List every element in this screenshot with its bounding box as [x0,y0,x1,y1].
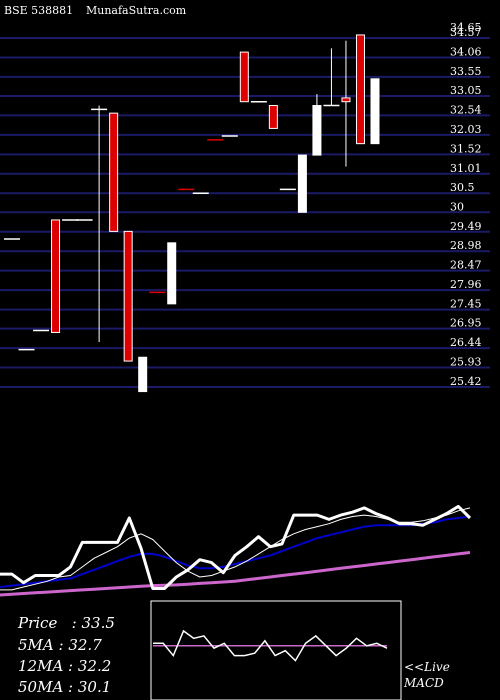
ma12-info: 12MA : 32.2 [18,657,112,675]
moving-average-panel [0,504,472,597]
candle [370,78,380,145]
candle [323,48,340,107]
price-info: Price : 33.5 [18,614,115,632]
candle [167,242,177,305]
candle [51,219,61,333]
y-tick-label: 27.45 [450,298,482,311]
grid-lines [0,37,490,388]
live-label[interactable]: <<Live [404,660,450,674]
ma50-line [0,551,471,597]
y-tick-label: 31.01 [450,162,482,175]
y-tick-label: 28.47 [450,259,482,272]
candle [355,34,365,145]
candle-body [51,219,61,333]
ma50-value: 30.1 [77,678,112,696]
ma5-value: 32.7 [68,636,102,654]
candles [4,34,380,393]
macd-panel [150,600,402,700]
candle [138,356,148,393]
candle-body [312,105,322,156]
price-line [0,504,472,590]
macd-line [153,629,388,662]
top-price-label: 34.65 [450,21,482,34]
candle-body [239,51,249,103]
candle-body [109,112,119,232]
ma12-line [0,515,471,588]
ma50-info: 50MA : 30.1 [18,678,112,696]
candle [123,230,133,362]
ma5-info: 5MA : 32.7 [18,636,102,654]
candle [109,112,119,232]
candle [239,51,249,103]
candle [341,40,351,167]
y-axis-labels: 34.57 34.06 33.55 33.05 32.54 32.03 31.52 31.01… [450,21,482,388]
ma12-label: 12MA [18,657,64,675]
price-value: 33.5 [81,614,115,632]
macd-label: MACD [404,676,444,690]
candle-body [138,356,148,393]
ma5-label: 5MA [18,636,54,654]
candle [312,94,322,156]
y-tick-label: 25.93 [450,356,482,369]
y-tick-label: 33.55 [450,65,482,78]
y-tick-label: 29.49 [450,220,482,233]
y-tick-label: 30 [450,200,464,213]
candle-body [268,105,278,129]
macd-frame [150,600,402,700]
candle-body [370,78,380,145]
candle-body [341,97,351,103]
y-tick-label: 25.42 [450,375,482,388]
y-tick-label: 26.95 [450,317,482,330]
candle [297,154,307,213]
y-tick-label: 33.05 [450,84,482,97]
candle-body [355,34,365,145]
symbol-label: BSE 538881 [4,4,74,17]
y-tick-label: 32.54 [450,103,482,116]
y-tick-label: 32.03 [450,123,482,136]
y-tick-label: 26.44 [450,336,482,349]
y-tick-label: 31.52 [450,142,482,155]
candle-body [167,242,177,305]
site-label: MunafaSutra.com [86,4,187,17]
candle-body [297,154,307,213]
y-tick-label: 27.96 [450,278,482,291]
candle [91,105,108,342]
y-tick-label: 34.06 [450,45,482,58]
ma50-label: 50MA [18,678,64,696]
candle [268,105,278,129]
y-tick-label: 28.98 [450,239,482,252]
candle-body [123,230,133,362]
y-tick-label: 34.57 [450,26,482,39]
ma12-value: 32.2 [77,657,112,675]
y-tick-label: 30.5 [450,181,475,194]
price-label: Price [18,614,58,632]
